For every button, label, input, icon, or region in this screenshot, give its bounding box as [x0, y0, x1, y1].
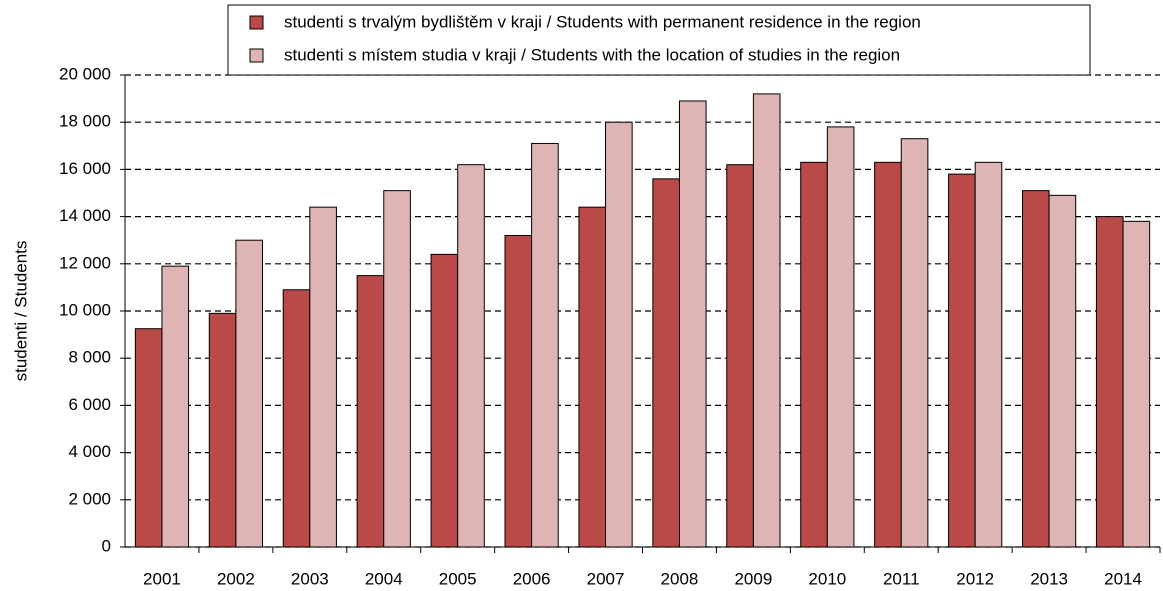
y-tick-label: 12 000 [59, 253, 111, 272]
y-tick-label: 20 000 [59, 64, 111, 83]
bar [948, 173, 976, 548]
bar [605, 121, 633, 548]
bar [1048, 194, 1077, 548]
y-tick-label: 2 000 [68, 489, 111, 508]
bar [309, 206, 337, 548]
bar [134, 328, 163, 548]
legend-box [227, 4, 1091, 76]
bar [282, 289, 311, 548]
bar [1095, 216, 1124, 548]
bar [457, 164, 485, 548]
x-tick-label: 2006 [513, 569, 551, 588]
x-tick-label: 2002 [217, 569, 255, 588]
x-tick-label: 2003 [291, 569, 329, 588]
y-tick-label: 18 000 [59, 112, 111, 131]
bar [974, 161, 1003, 548]
y-tick-label: 6 000 [68, 395, 111, 414]
legend-swatch [249, 48, 264, 63]
bar [800, 161, 828, 548]
bar [1122, 220, 1151, 548]
bar [874, 161, 902, 548]
bar [430, 253, 459, 548]
x-tick-label: 2001 [143, 569, 181, 588]
y-tick-label: 4 000 [68, 442, 111, 461]
x-tick-label: 2010 [808, 569, 846, 588]
x-tick-label: 2004 [365, 569, 403, 588]
legend-label: studenti s místem studia v kraji / Stude… [284, 45, 900, 64]
x-tick-label: 2009 [734, 569, 772, 588]
bar [652, 178, 680, 548]
bar [826, 126, 855, 548]
bar [235, 239, 264, 548]
legend-label: studenti s trvalým bydlištěm v kraji / S… [284, 12, 921, 31]
bar [752, 93, 781, 548]
x-tick-label: 2007 [587, 569, 625, 588]
legend-swatch [249, 15, 264, 30]
x-tick-label: 2014 [1104, 569, 1142, 588]
bar [578, 206, 607, 548]
x-tick-label: 2012 [956, 569, 994, 588]
bar [383, 190, 411, 548]
bar [531, 142, 559, 548]
y-axis-label: studenti / Students [11, 241, 30, 382]
y-tick-label: 10 000 [59, 300, 111, 319]
bar [208, 312, 237, 548]
x-tick-label: 2011 [883, 569, 920, 588]
y-tick-label: 8 000 [68, 348, 111, 367]
y-tick-label: 14 000 [59, 206, 111, 225]
bar [504, 234, 533, 548]
y-tick-label: 0 [102, 536, 111, 555]
bar [900, 138, 929, 548]
bar [1021, 190, 1050, 548]
bar [356, 275, 385, 548]
x-tick-label: 2005 [439, 569, 477, 588]
x-tick-label: 2013 [1030, 569, 1068, 588]
bar [678, 100, 707, 548]
y-tick-label: 16 000 [59, 159, 111, 178]
x-tick-label: 2008 [661, 569, 699, 588]
bar [726, 164, 754, 548]
bar [161, 265, 190, 548]
